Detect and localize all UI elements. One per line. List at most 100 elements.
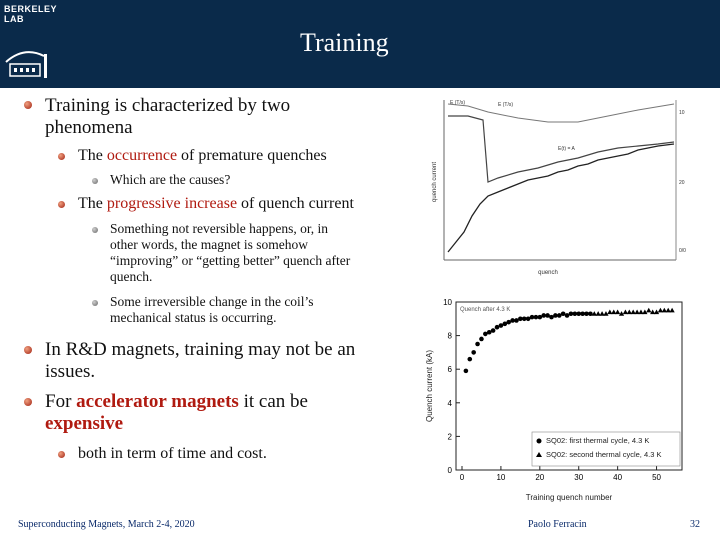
bullet-occurrence: The occurrence of premature quenches bbox=[78, 147, 327, 164]
x-tick-label: 10 bbox=[496, 473, 505, 482]
bullet-marker bbox=[92, 300, 98, 306]
bullet-marker bbox=[24, 346, 32, 354]
data-point-triangle bbox=[630, 309, 636, 315]
x-tick-label: 50 bbox=[652, 473, 661, 482]
data-point-triangle bbox=[599, 311, 605, 316]
y-tick-label: 0 bbox=[448, 466, 453, 475]
slide-header: BERKELEY LAB Training bbox=[0, 0, 720, 88]
data-point-circle bbox=[467, 356, 473, 362]
data-point-circle bbox=[510, 318, 515, 323]
fig-top-label: 10 bbox=[679, 110, 685, 116]
data-point-circle bbox=[541, 313, 547, 318]
data-point-circle bbox=[521, 316, 527, 322]
data-point-triangle bbox=[665, 307, 671, 313]
quench-training-chart: 0 2 4 6 8 10 0 10 20 30 40 50 Quench after 4.3 K S… bbox=[424, 290, 690, 508]
data-point-triangle bbox=[646, 307, 652, 313]
data-point-circle bbox=[553, 313, 558, 318]
x-tick-label: 0 bbox=[460, 473, 465, 482]
data-point-circle bbox=[533, 314, 539, 320]
data-point-circle bbox=[475, 341, 480, 347]
data-point-triangle bbox=[638, 309, 644, 315]
data-point-circle bbox=[502, 321, 508, 327]
bullet-marker bbox=[58, 201, 65, 208]
bullet-content: Training is characterized by two phenome… bbox=[24, 95, 356, 462]
data-point-circle bbox=[545, 313, 550, 318]
data-point-triangle bbox=[591, 311, 597, 316]
fig-top-label: 20 bbox=[679, 180, 685, 186]
data-point-circle bbox=[560, 311, 566, 317]
y-axis-label: Quench current (kA) bbox=[425, 350, 434, 422]
data-point-triangle bbox=[653, 309, 660, 315]
data-point-circle bbox=[483, 331, 488, 337]
data-point-triangle bbox=[607, 309, 613, 315]
chart-svg: 0 2 4 6 8 10 0 10 20 30 40 50 Quench after 4.3 K S… bbox=[425, 298, 683, 502]
berkeley-lab-logo: BERKELEY LAB bbox=[4, 4, 64, 84]
bullet-not-reversible: Something not reversible happens, or, in… bbox=[110, 221, 351, 284]
data-point-circle bbox=[572, 311, 578, 317]
data-point-triangle bbox=[669, 307, 675, 313]
data-point-triangle bbox=[634, 309, 640, 315]
fig-top-label: E (T/s) bbox=[450, 100, 465, 106]
logo-line2: LAB bbox=[4, 14, 24, 24]
bullet-marker bbox=[58, 451, 65, 458]
data-point-triangle bbox=[611, 309, 617, 315]
data-point-circle bbox=[568, 311, 574, 317]
bullet-irreversible-change: Some irreversible change in the coil’s m… bbox=[110, 294, 314, 325]
data-point-circle bbox=[588, 311, 593, 317]
data-point-triangle bbox=[622, 309, 629, 315]
fig-top-label: 0/0 bbox=[679, 248, 686, 254]
fig-top-ylabel: quench current bbox=[432, 162, 438, 202]
bullet-marker bbox=[58, 153, 65, 160]
bullet-rd-magnets: In R&D magnets, training may not be an i… bbox=[45, 339, 356, 382]
data-point-triangle bbox=[618, 311, 625, 316]
footer-conference: Superconducting Magnets, March 2-4, 2020 bbox=[18, 519, 195, 530]
x-tick-label: 40 bbox=[613, 473, 622, 482]
data-point-circle bbox=[556, 313, 562, 318]
legend-triangle-marker bbox=[536, 452, 542, 457]
x-axis-label: Training quench number bbox=[526, 493, 613, 502]
data-point-circle bbox=[506, 319, 511, 325]
legend-title: Quench after 4.3 K bbox=[460, 307, 510, 313]
data-point-circle bbox=[498, 323, 504, 328]
data-point-circle bbox=[525, 316, 531, 322]
data-point-circle bbox=[471, 350, 476, 355]
logo-line1: BERKELEY bbox=[4, 4, 58, 14]
data-point-triangle bbox=[642, 309, 648, 315]
slide-title: Training bbox=[300, 28, 389, 57]
lab-building-icon bbox=[5, 51, 47, 78]
y-tick-label: 2 bbox=[448, 432, 453, 441]
fig-top-label: E (T/s) bbox=[498, 102, 513, 108]
data-point-triangle bbox=[626, 309, 632, 315]
bullet-progressive-increase: The progressive increase of quench curre… bbox=[78, 195, 354, 212]
data-point-circle bbox=[494, 324, 500, 330]
bullet-accelerator-magnets: For accelerator magnets it can be expens… bbox=[45, 391, 308, 434]
y-tick-label: 6 bbox=[448, 365, 453, 374]
data-point-circle bbox=[490, 328, 496, 333]
data-point-circle bbox=[486, 329, 492, 335]
data-point-circle bbox=[584, 311, 589, 317]
y-tick-label: 4 bbox=[448, 399, 453, 408]
bullet-causes: Which are the causes? bbox=[110, 172, 231, 187]
legend-box bbox=[531, 431, 681, 467]
y-tick-label: 8 bbox=[448, 332, 453, 341]
data-point-circle bbox=[518, 316, 523, 322]
data-point-triangle bbox=[650, 309, 656, 315]
bullet-marker bbox=[24, 398, 32, 406]
data-point-triangle bbox=[661, 307, 667, 313]
legend-series-2: SQ02: second thermal cycle, 4.3 K bbox=[546, 450, 661, 459]
data-point-triangle bbox=[657, 307, 664, 313]
x-tick-label: 20 bbox=[535, 473, 544, 482]
data-point-circle bbox=[576, 311, 582, 317]
data-point-circle bbox=[529, 314, 535, 320]
data-point-circle bbox=[580, 311, 585, 317]
bullet-training-characterized: Training is characterized by two phenome… bbox=[45, 95, 291, 138]
bullet-marker bbox=[92, 178, 98, 184]
fig-top-xlabel: quench bbox=[538, 270, 558, 276]
data-point-circle bbox=[463, 368, 469, 374]
data-point-circle bbox=[514, 318, 519, 323]
data-point-triangle bbox=[603, 311, 609, 316]
data-point-circle bbox=[537, 314, 543, 320]
page-number: 32 bbox=[690, 519, 700, 530]
training-scan-figure: E (T/s) E (T/s) E(t) = A 10 20 0/0 quenc… bbox=[428, 92, 692, 280]
footer-author: Paolo Ferracin bbox=[528, 519, 587, 530]
